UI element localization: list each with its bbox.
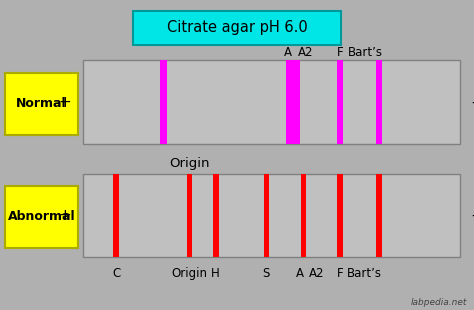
Text: A: A [296, 267, 303, 280]
Text: -: - [472, 208, 474, 223]
Bar [376, 60, 382, 144]
Text: Bart’s: Bart’s [347, 46, 383, 59]
FancyBboxPatch shape [83, 60, 460, 144]
Text: C: C [112, 267, 120, 280]
Text: -: - [472, 95, 474, 110]
Text: S: S [263, 267, 270, 280]
Text: Citrate agar pH 6.0: Citrate agar pH 6.0 [167, 20, 307, 35]
Bar [376, 174, 382, 257]
Text: A: A [284, 46, 292, 59]
Text: A2: A2 [298, 46, 313, 59]
Text: F: F [337, 46, 344, 59]
Bar [301, 174, 306, 257]
Text: Origin: Origin [169, 157, 210, 170]
Bar [187, 174, 192, 257]
Bar [213, 174, 219, 257]
Text: +: + [58, 95, 71, 110]
FancyBboxPatch shape [83, 174, 460, 257]
FancyBboxPatch shape [133, 11, 341, 45]
Bar [113, 174, 119, 257]
Text: Abnormal: Abnormal [8, 210, 75, 224]
Bar [160, 60, 167, 144]
Bar [337, 174, 343, 257]
Bar [264, 174, 269, 257]
FancyBboxPatch shape [5, 186, 78, 248]
Text: Origin: Origin [172, 267, 208, 280]
Text: Bart’s: Bart’s [346, 267, 382, 280]
Bar [286, 60, 300, 144]
Text: F: F [337, 267, 344, 280]
Text: A2: A2 [309, 267, 324, 280]
FancyBboxPatch shape [5, 73, 78, 135]
Text: H: H [211, 267, 220, 280]
Text: labpedia.net: labpedia.net [410, 298, 467, 307]
Bar [337, 60, 343, 144]
Text: Normal: Normal [16, 97, 67, 110]
Text: +: + [58, 208, 71, 223]
